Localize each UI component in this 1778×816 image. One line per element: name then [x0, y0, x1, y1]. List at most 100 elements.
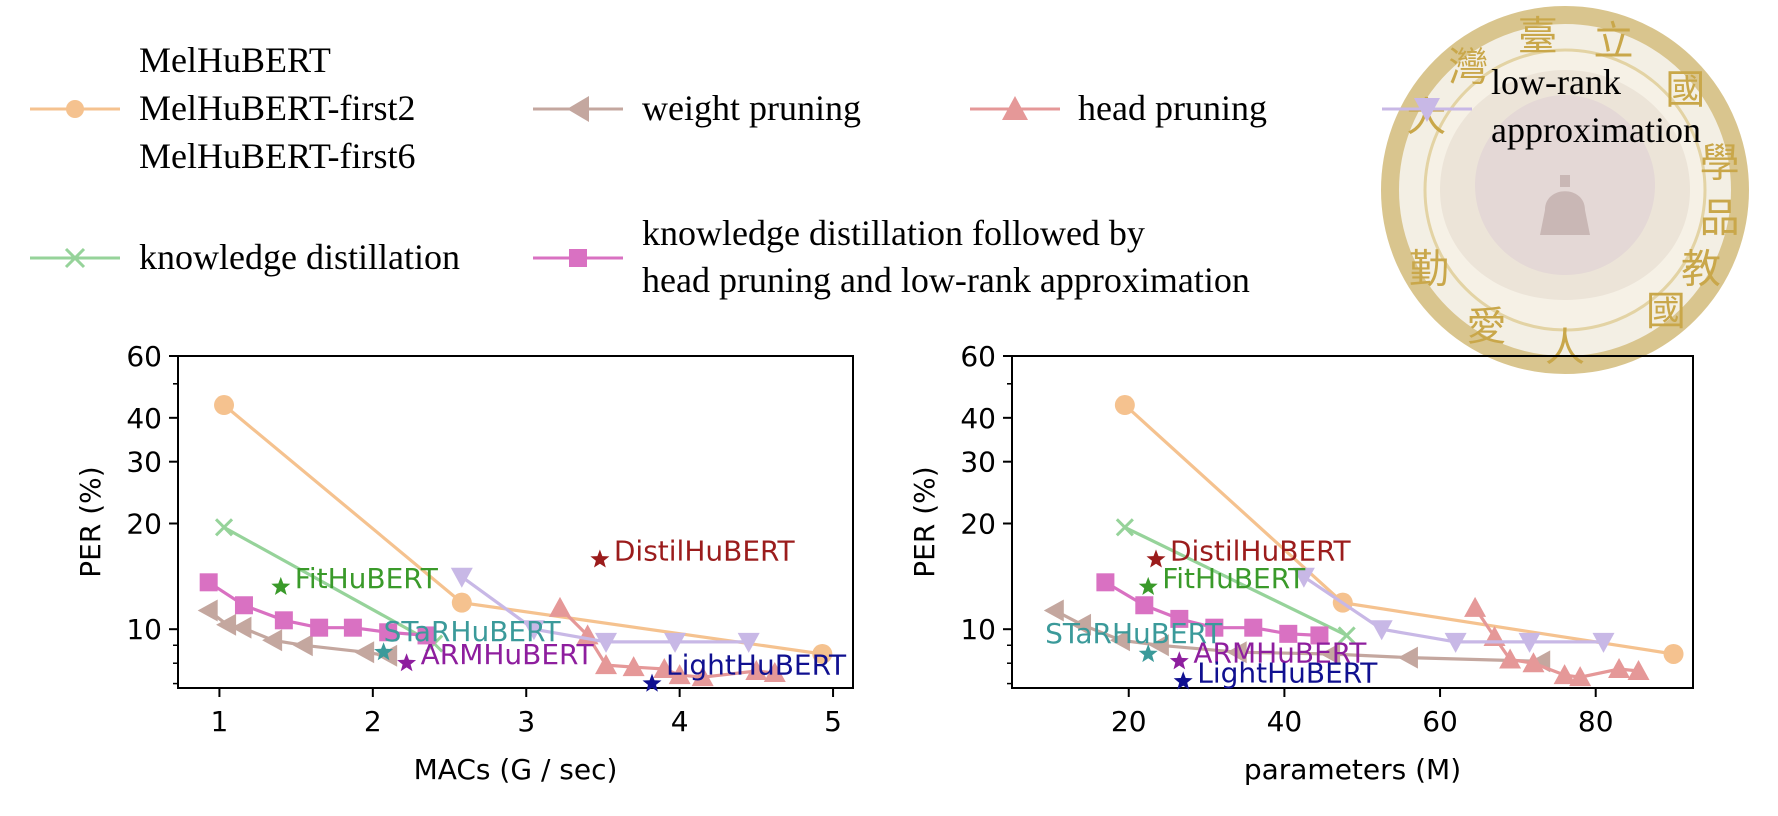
star-marker-icon [1138, 644, 1158, 663]
data-point [522, 620, 545, 641]
data-point [548, 596, 571, 617]
x-tick-label: 80 [1578, 705, 1614, 738]
seal-character: 國 [1665, 67, 1705, 113]
data-point [1499, 648, 1522, 669]
y-tick-label: 10 [960, 613, 996, 646]
legend-label-melhubert-first6: MelHuBERT-first6 [139, 136, 416, 176]
legend-entry-low-rank: low-rank approximation [1382, 62, 1701, 150]
data-point [664, 632, 687, 653]
x-tick-label: 4 [671, 705, 689, 738]
data-point [1310, 626, 1329, 645]
data-point [274, 611, 293, 630]
data-point [1464, 596, 1487, 617]
y-tick-label: 30 [126, 446, 162, 479]
data-point [1148, 634, 1169, 657]
legend-label-low-rank-line1: low-rank [1491, 62, 1621, 102]
y-tick-label: 60 [126, 340, 162, 373]
data-point [1444, 632, 1467, 653]
annotation-distil: DistilHuBERT [1146, 534, 1352, 568]
data-point [745, 660, 768, 681]
star-marker-icon [642, 673, 662, 692]
data-point [1553, 664, 1576, 685]
data-point [292, 634, 313, 657]
legend-label-melhubert: MelHuBERT [139, 40, 331, 80]
data-point [595, 654, 618, 675]
data-point [691, 666, 714, 687]
x-tick-label: 5 [824, 705, 842, 738]
data-point [763, 662, 786, 683]
legend-entry-weight-pruning: weight pruning [533, 88, 861, 128]
annotation-arm: ARMHuBERT [1169, 636, 1367, 670]
data-point [1205, 618, 1224, 637]
data-point [812, 643, 833, 664]
seal-character: 國 [1646, 288, 1686, 334]
y-axis-label: PER (%) [74, 466, 107, 577]
annotation-light: LightHuBERT [642, 649, 847, 692]
seal-character: 灣 [1448, 44, 1488, 90]
series-kd_combo [1096, 573, 1329, 645]
data-point [450, 567, 473, 588]
plot-frame [177, 355, 854, 689]
annotation-label: STaRHuBERT [384, 615, 562, 648]
seal-character: 品 [1700, 195, 1740, 241]
star-marker-icon [1169, 651, 1189, 670]
series-melhubert [214, 395, 833, 664]
series-line [1124, 525, 1348, 637]
star-marker-icon [1146, 549, 1166, 568]
x-tick-label: 2 [364, 705, 382, 738]
data-point [737, 632, 760, 653]
legend-label-knowledge-distillation: knowledge distillation [139, 237, 460, 277]
legend-label-low-rank-line2: approximation [1491, 110, 1701, 150]
plot-frame [1011, 355, 1694, 689]
seal-character: 學 [1700, 141, 1740, 187]
annotation-label: FitHuBERT [295, 562, 439, 595]
data-point [214, 518, 234, 537]
series-kd_combo [199, 573, 436, 645]
data-point [234, 596, 253, 615]
annotation-label: ARMHuBERT [421, 638, 595, 671]
seal-character: 愛 [1467, 304, 1507, 350]
data-point [1114, 395, 1135, 416]
y-tick-label: 20 [960, 508, 996, 541]
chart-macs: 10 20 30 40 60 1 2 3 4 5 MACs (G / sec) PER (%) Dist… [74, 340, 854, 786]
star-marker-icon [271, 576, 291, 595]
circle-marker-icon [66, 100, 84, 118]
annotation-label: FitHuBERT [1162, 562, 1306, 595]
legend-entry-kd-combo: knowledge distillation followed by head … [533, 213, 1250, 300]
data-point [343, 618, 362, 637]
data-point [622, 656, 645, 677]
annotation-label: LightHuBERT [1197, 656, 1378, 689]
legend-label-kd-combo-line1: knowledge distillation followed by [642, 213, 1145, 253]
x-axis-label: parameters (M) [1244, 753, 1461, 786]
seal-character: 人 [1545, 325, 1585, 371]
data-point [1627, 660, 1650, 681]
data-point [1115, 518, 1134, 537]
data-point [1320, 642, 1341, 665]
data-point [1663, 643, 1684, 664]
x-axis-label: MACs (G / sec) [414, 753, 618, 786]
annotation-fit: FitHuBERT [1138, 562, 1306, 595]
data-point [1397, 646, 1418, 669]
data-point [1370, 620, 1393, 641]
data-point [668, 664, 691, 685]
data-point [379, 623, 398, 642]
legend-entry-knowledge-distillation: knowledge distillation [30, 237, 460, 277]
data-point [1244, 618, 1263, 637]
x-tick-label: 60 [1422, 705, 1458, 738]
data-point [1592, 632, 1615, 653]
data-point [231, 616, 252, 639]
data-point [1518, 632, 1541, 653]
seal-character: 教 [1681, 247, 1721, 293]
legend-label-weight-pruning: weight pruning [642, 88, 861, 128]
star-marker-icon [1138, 576, 1158, 595]
x-tick-label: 1 [211, 705, 229, 738]
data-point [451, 592, 472, 613]
star-marker-icon [397, 653, 417, 672]
data-point [1135, 596, 1154, 615]
data-point [199, 573, 218, 592]
annotation-arm: ARMHuBERT [397, 638, 595, 672]
data-point [1279, 624, 1298, 643]
data-point [1569, 666, 1592, 687]
annotation-light: LightHuBERT [1173, 656, 1378, 690]
